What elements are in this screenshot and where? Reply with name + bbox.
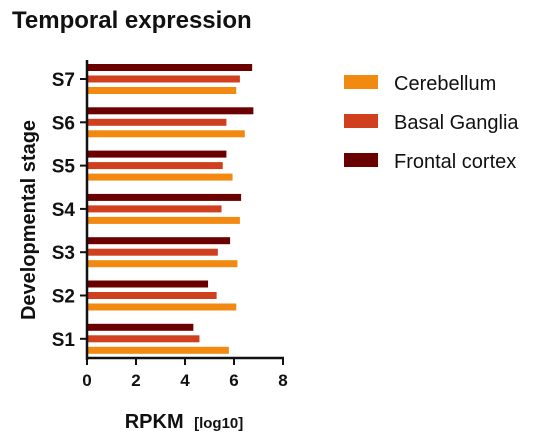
y-tick-label-s6: S6 <box>52 113 75 134</box>
x-tick-label-2: 2 <box>131 371 140 390</box>
bar-s7-frontal-cortex <box>88 64 253 71</box>
bar-s3-cerebellum <box>88 260 238 268</box>
legend-label-basal-ganglia: Basal Ganglia <box>394 112 519 134</box>
y-tick-label-s7: S7 <box>52 70 75 91</box>
bar-s2-basal-ganglia <box>88 292 217 299</box>
bar-s7-basal-ganglia <box>88 75 240 83</box>
bar-s5-basal-ganglia <box>88 162 223 170</box>
y-tick-label-s3: S3 <box>52 243 75 264</box>
legend-label-frontal-cortex: Frontal cortex <box>394 151 516 173</box>
bar-s4-basal-ganglia <box>88 205 222 213</box>
x-tick-label-6: 6 <box>229 371 238 390</box>
x-axis-label-suffix: [log10] <box>194 415 243 432</box>
bar-s6-basal-ganglia <box>88 118 227 126</box>
y-tick-label-s2: S2 <box>52 287 75 308</box>
chart-title: Temporal expression <box>12 7 252 34</box>
bar-s6-cerebellum <box>88 130 245 138</box>
bar-s1-basal-ganglia <box>88 335 200 343</box>
y-tick-label-s4: S4 <box>52 200 76 221</box>
bar-s3-basal-ganglia <box>88 248 218 256</box>
bar-s2-cerebellum <box>88 303 237 311</box>
bar-s5-cerebellum <box>88 173 233 181</box>
bar-s1-frontal-cortex <box>88 323 194 331</box>
x-tick-label-4: 4 <box>180 371 190 390</box>
bar-s2-frontal-cortex <box>88 280 209 288</box>
x-tick-label-8: 8 <box>278 371 287 390</box>
y-axis-label: Developmental stage <box>18 120 40 320</box>
bar-s3-frontal-cortex <box>88 237 231 245</box>
bar-s5-frontal-cortex <box>88 150 227 158</box>
bar-s6-frontal-cortex <box>88 107 254 115</box>
x-axis-label: RPKM <box>125 411 184 433</box>
bar-s7-cerebellum <box>88 87 237 94</box>
x-tick-label-0: 0 <box>82 371 91 390</box>
bar-s1-cerebellum <box>88 346 229 354</box>
bar-s4-cerebellum <box>88 216 240 224</box>
legend-label-cerebellum: Cerebellum <box>394 73 496 95</box>
y-tick-label-s5: S5 <box>52 157 76 178</box>
x-axis-label-group: RPKM [log10] <box>125 411 244 433</box>
plot-area: S7 S6 S5 S4 S3 S2 S1 0 2 4 6 8 <box>52 60 288 390</box>
bar-s4-frontal-cortex <box>88 193 242 201</box>
y-tick-label-s1: S1 <box>52 330 76 351</box>
legend-swatch-basal-ganglia <box>344 114 378 128</box>
legend-swatch-frontal-cortex <box>344 153 378 167</box>
legend: Cerebellum Basal Ganglia Frontal cortex <box>344 73 519 173</box>
legend-swatch-cerebellum <box>344 75 378 89</box>
